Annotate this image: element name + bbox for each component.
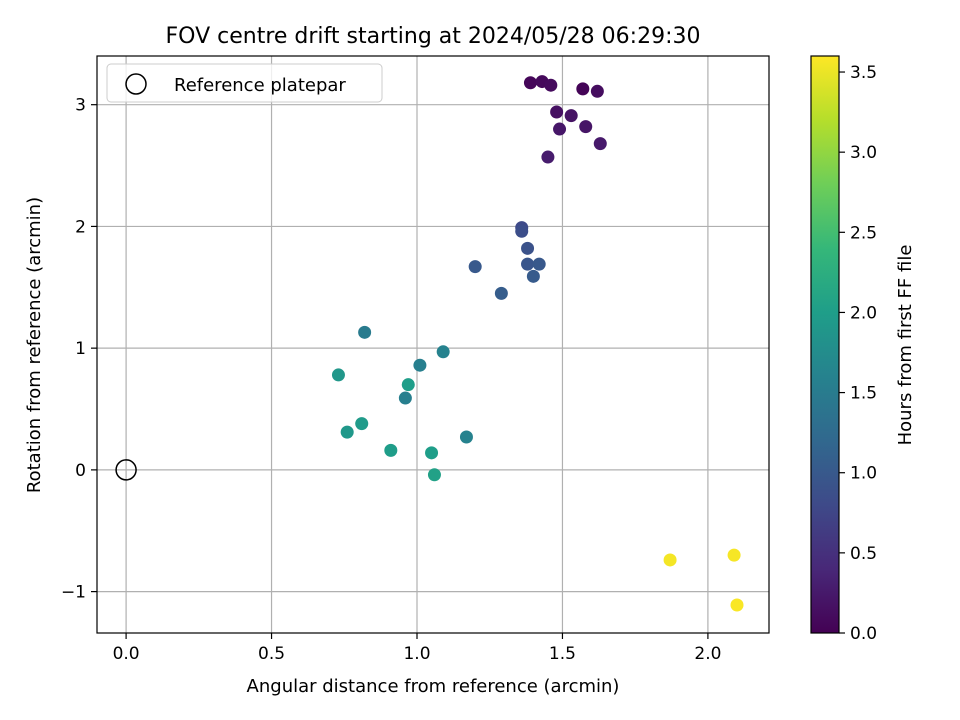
legend-entry-label: Reference platepar: [174, 75, 346, 96]
colorbar-tick-label: 3.5: [850, 63, 877, 83]
data-point: [427, 468, 441, 482]
y-axis-label: Rotation from reference (arcmin): [24, 197, 45, 493]
data-point: [413, 358, 427, 372]
data-point: [340, 425, 354, 439]
data-point: [590, 84, 604, 98]
y-tick-label: 0: [75, 461, 86, 481]
data-point: [401, 378, 415, 392]
legend-marker-reference: [125, 73, 147, 95]
colorbar-tick-label: 1.0: [850, 464, 877, 484]
grid-lines: [97, 56, 769, 633]
data-point: [436, 345, 450, 359]
plot-frame: [96, 55, 770, 634]
x-axis-label: Angular distance from reference (arcmin): [247, 676, 620, 697]
data-point: [526, 269, 540, 283]
data-point: [521, 257, 535, 271]
legend-box: [106, 63, 383, 103]
data-point: [541, 150, 555, 164]
data-point: [468, 260, 482, 274]
colorbar-tick-label: 0.0: [850, 624, 877, 644]
data-point: [398, 391, 412, 405]
data-point: [425, 446, 439, 460]
data-point: [521, 241, 535, 255]
data-point: [550, 105, 564, 119]
data-point: [564, 109, 578, 123]
data-point: [593, 137, 607, 151]
colorbar: 0.0 0.5 1.0 1.5 2.0 2.5 3.0 3.5 Hours from firs…: [810, 55, 916, 644]
data-point: [331, 368, 345, 382]
x-tick-label: 2.0: [694, 644, 721, 664]
y-tick-label: 1: [75, 339, 86, 359]
colorbar-tick-label: 2.5: [850, 223, 877, 243]
colorbar-tick-label: 0.5: [850, 544, 877, 564]
legend: Reference platepar: [106, 63, 383, 103]
axes-ticks: 0.0 0.5 1.0 1.5 2.0 −1 0 1 2 3: [61, 96, 721, 664]
data-point: [494, 286, 508, 300]
data-point: [358, 325, 372, 339]
x-tick-label: 1.5: [549, 644, 576, 664]
chart-title: FOV centre drift starting at 2024/05/28 …: [166, 24, 701, 49]
colorbar-tick-label: 1.5: [850, 384, 877, 404]
data-point: [663, 553, 677, 567]
data-point: [515, 224, 529, 238]
data-point: [544, 78, 558, 92]
data-point: [532, 257, 546, 271]
data-point: [355, 417, 369, 431]
x-tick-label: 0.0: [113, 644, 140, 664]
colorbar-label: Hours from first FF file: [895, 245, 916, 446]
y-tick-label: 3: [75, 96, 86, 116]
data-point: [727, 548, 741, 562]
data-point: [523, 76, 537, 90]
colorbar-tick-label: 3.0: [850, 143, 877, 163]
y-tick-label: −1: [61, 583, 86, 603]
scatter-points: [115, 75, 744, 612]
data-point: [553, 122, 567, 136]
x-tick-label: 0.5: [258, 644, 285, 664]
data-point: [384, 443, 398, 457]
x-tick-label: 1.0: [403, 644, 430, 664]
y-tick-label: 2: [75, 217, 86, 237]
colorbar-gradient: [810, 55, 840, 634]
data-point: [730, 598, 744, 612]
data-point: [576, 82, 590, 96]
colorbar-ticks: 0.0 0.5 1.0 1.5 2.0 2.5 3.0 3.5: [839, 63, 877, 644]
data-point: [579, 120, 593, 134]
data-point: [459, 430, 473, 444]
colorbar-tick-label: 2.0: [850, 303, 877, 323]
reference-platepar-marker: [115, 459, 137, 481]
